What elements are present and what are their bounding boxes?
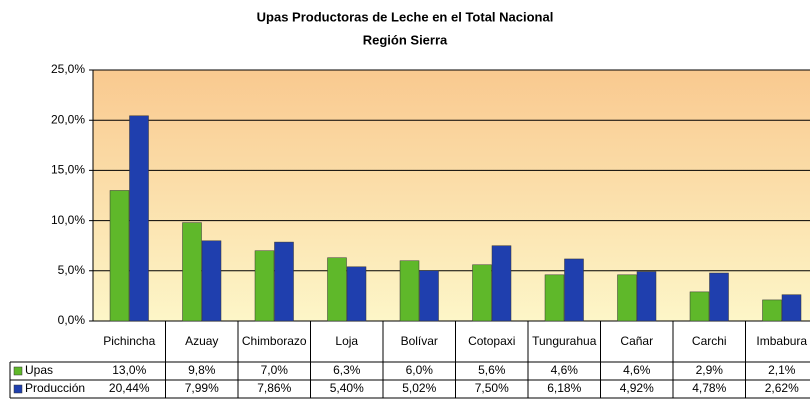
value-label: 4,78% — [692, 381, 726, 395]
legend-swatch — [13, 366, 23, 376]
x-tick-label: Azuay — [185, 334, 218, 348]
bar — [419, 270, 439, 322]
x-tick-label: Carchi — [692, 334, 727, 348]
x-tick-label: Imbabura — [756, 334, 807, 348]
bar — [399, 260, 420, 322]
value-label: 6,18% — [547, 381, 581, 395]
bar — [636, 271, 657, 322]
value-label: 20,44% — [109, 381, 150, 395]
value-label: 13,0% — [112, 363, 146, 377]
value-label: 7,50% — [475, 381, 509, 395]
value-label: 4,6% — [623, 363, 651, 377]
x-tick-label: Cañar — [620, 334, 653, 348]
value-label: 2,9% — [696, 363, 724, 377]
x-tick-label: Loja — [335, 334, 358, 348]
bar — [274, 241, 294, 322]
bar — [781, 294, 802, 322]
bar — [617, 274, 637, 322]
bar — [491, 245, 512, 322]
legend-label: Producción — [25, 381, 85, 395]
x-tick-label: Bolívar — [401, 334, 438, 348]
y-tick-label: 20,0% — [51, 112, 85, 126]
y-tick-label: 0,0% — [58, 313, 86, 327]
legend-label: Upas — [25, 363, 53, 377]
value-label: 7,0% — [261, 363, 289, 377]
value-label: 7,86% — [257, 381, 291, 395]
x-tick-label: Chimborazo — [242, 334, 307, 348]
bar — [472, 264, 492, 322]
bar — [129, 115, 149, 322]
bar — [564, 258, 584, 322]
bar — [201, 240, 222, 322]
x-tick-label: Pichincha — [103, 334, 155, 348]
x-tick-label: Cotopaxi — [468, 334, 515, 348]
bar — [544, 274, 565, 322]
bar — [327, 257, 347, 322]
bar — [109, 190, 130, 322]
value-label: 7,99% — [185, 381, 219, 395]
y-tick-label: 10,0% — [51, 213, 85, 227]
value-label: 2,62% — [765, 381, 799, 395]
y-tick-label: 15,0% — [51, 163, 85, 177]
bar — [254, 250, 275, 322]
value-label: 5,40% — [330, 381, 364, 395]
value-label: 2,1% — [768, 363, 796, 377]
bar — [689, 291, 710, 322]
bar — [346, 266, 367, 322]
value-label: 5,02% — [402, 381, 436, 395]
value-label: 9,8% — [188, 363, 216, 377]
value-label: 6,0% — [406, 363, 434, 377]
value-label: 6,3% — [333, 363, 361, 377]
bar — [762, 299, 782, 322]
bar — [709, 272, 729, 322]
bar — [182, 222, 202, 322]
chart-title: Upas Productoras de Leche en el Total Na… — [257, 9, 554, 24]
y-tick-label: 25,0% — [51, 62, 85, 76]
legend-swatch — [13, 384, 23, 394]
y-tick-label: 5,0% — [58, 263, 86, 277]
value-label: 5,6% — [478, 363, 506, 377]
chart-subtitle: Región Sierra — [363, 32, 448, 47]
x-tick-label: Tungurahua — [532, 334, 597, 348]
value-label: 4,92% — [620, 381, 654, 395]
value-label: 4,6% — [551, 363, 579, 377]
